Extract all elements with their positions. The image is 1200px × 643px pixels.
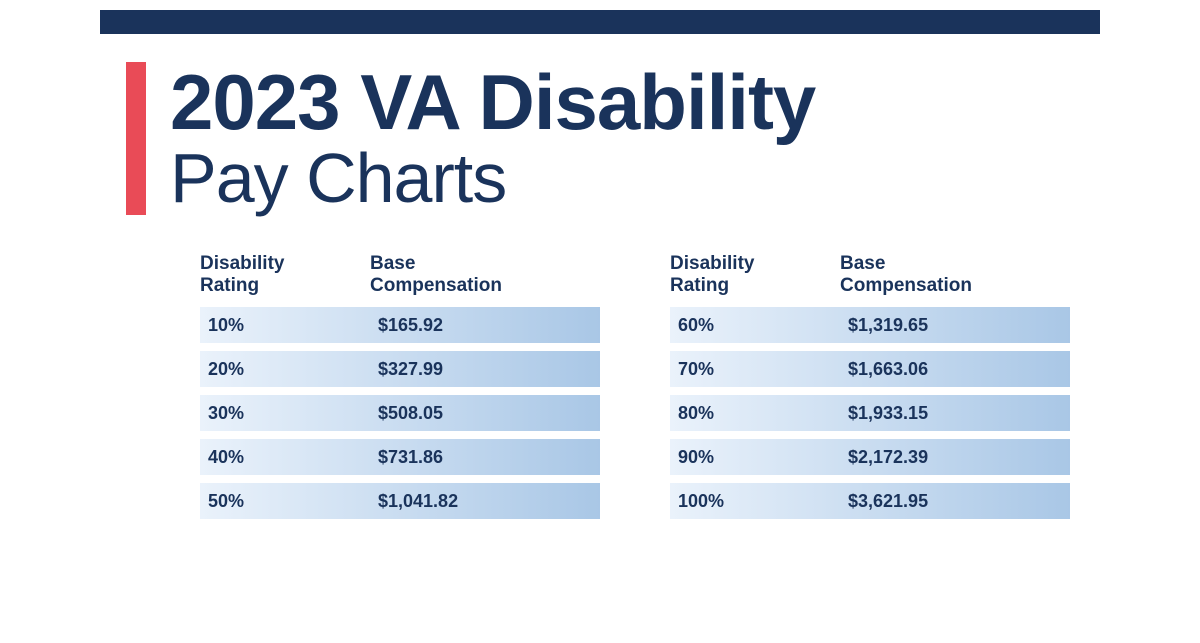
cell-comp: $1,319.65 [840,315,1070,336]
cell-rating: 30% [200,403,370,424]
table-row: 10% $165.92 [200,307,600,343]
page-title: 2023 VA Disability Pay Charts [126,62,1200,215]
cell-comp: $165.92 [370,315,600,336]
header-comp-l2: Compensation [840,275,1070,297]
header-rating: Disability Rating [670,253,840,297]
cell-comp: $1,041.82 [370,491,600,512]
cell-rating: 60% [670,315,840,336]
header-comp-l2: Compensation [370,275,600,297]
cell-rating: 50% [200,491,370,512]
header-comp-l1: Base [370,253,600,275]
table-row: 70% $1,663.06 [670,351,1070,387]
cell-rating: 70% [670,359,840,380]
header-rating: Disability Rating [200,253,370,297]
table-row: 60% $1,319.65 [670,307,1070,343]
pay-table-left: Disability Rating Base Compensation 10% … [200,253,600,527]
table-row: 80% $1,933.15 [670,395,1070,431]
table-row: 90% $2,172.39 [670,439,1070,475]
header-rating-l1: Disability [200,253,370,275]
tables-container: Disability Rating Base Compensation 10% … [200,253,1200,527]
cell-rating: 100% [670,491,840,512]
header-rating-l2: Rating [670,275,840,297]
title-text: 2023 VA Disability Pay Charts [170,62,815,215]
title-accent-bar [126,62,146,215]
header-rating-l1: Disability [670,253,840,275]
title-line-1: 2023 VA Disability [170,62,815,144]
cell-rating: 80% [670,403,840,424]
table-row: 30% $508.05 [200,395,600,431]
cell-rating: 90% [670,447,840,468]
top-bar [100,10,1100,34]
table-header: Disability Rating Base Compensation [200,253,600,297]
cell-rating: 40% [200,447,370,468]
header-compensation: Base Compensation [840,253,1070,297]
cell-rating: 10% [200,315,370,336]
cell-comp: $2,172.39 [840,447,1070,468]
table-row: 20% $327.99 [200,351,600,387]
table-row: 100% $3,621.95 [670,483,1070,519]
cell-comp: $327.99 [370,359,600,380]
header-rating-l2: Rating [200,275,370,297]
table-row: 50% $1,041.82 [200,483,600,519]
cell-comp: $3,621.95 [840,491,1070,512]
pay-table-right: Disability Rating Base Compensation 60% … [670,253,1070,527]
table-row: 40% $731.86 [200,439,600,475]
table-header: Disability Rating Base Compensation [670,253,1070,297]
cell-comp: $731.86 [370,447,600,468]
title-line-2: Pay Charts [170,142,815,216]
cell-rating: 20% [200,359,370,380]
header-compensation: Base Compensation [370,253,600,297]
header-comp-l1: Base [840,253,1070,275]
cell-comp: $1,663.06 [840,359,1070,380]
cell-comp: $508.05 [370,403,600,424]
cell-comp: $1,933.15 [840,403,1070,424]
